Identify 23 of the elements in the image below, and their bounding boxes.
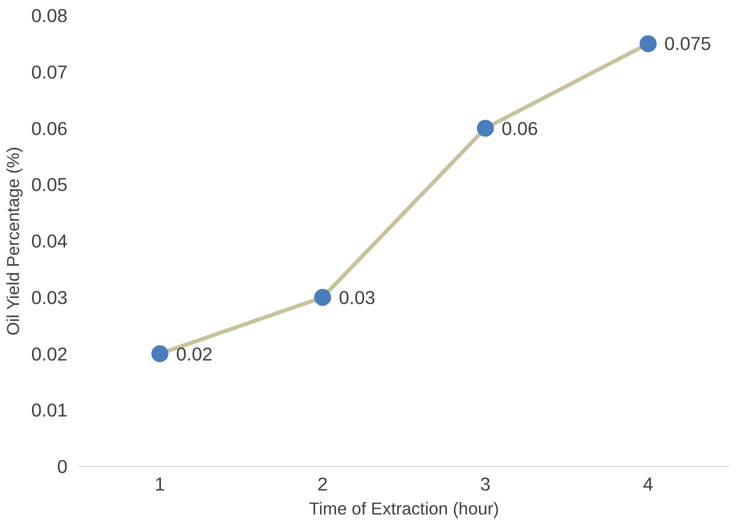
- y-tick-label: 0.06: [31, 118, 68, 139]
- y-tick-label: 0.03: [31, 286, 68, 308]
- x-tick-label: 1: [154, 474, 166, 494]
- y-axis-title: Oil Yield Percentage (%): [3, 146, 24, 336]
- point: [151, 345, 168, 362]
- x-tick-label: 4: [642, 474, 654, 494]
- point: [640, 35, 657, 52]
- data-label: 0.06: [502, 118, 538, 139]
- y-tick-label: 0.04: [31, 230, 68, 252]
- y-tick-label: 0: [57, 456, 68, 477]
- data-label: 0.075: [664, 33, 712, 54]
- y-tick-label: 0.01: [31, 400, 68, 421]
- data-label: 0.02: [176, 343, 212, 364]
- point: [314, 288, 332, 306]
- point: [476, 120, 494, 137]
- y-tick-label: 0.02: [31, 343, 68, 364]
- data-label: 0.03: [338, 286, 376, 308]
- y-tick-label: 0.07: [31, 61, 68, 82]
- x-axis-title: Time of Extraction (hour): [308, 498, 500, 518]
- x-tick-label: 3: [480, 474, 491, 494]
- x-tick-label: 2: [317, 474, 328, 494]
- y-tick-label: 0.05: [31, 174, 68, 196]
- y-tick-label: 0.08: [31, 5, 68, 26]
